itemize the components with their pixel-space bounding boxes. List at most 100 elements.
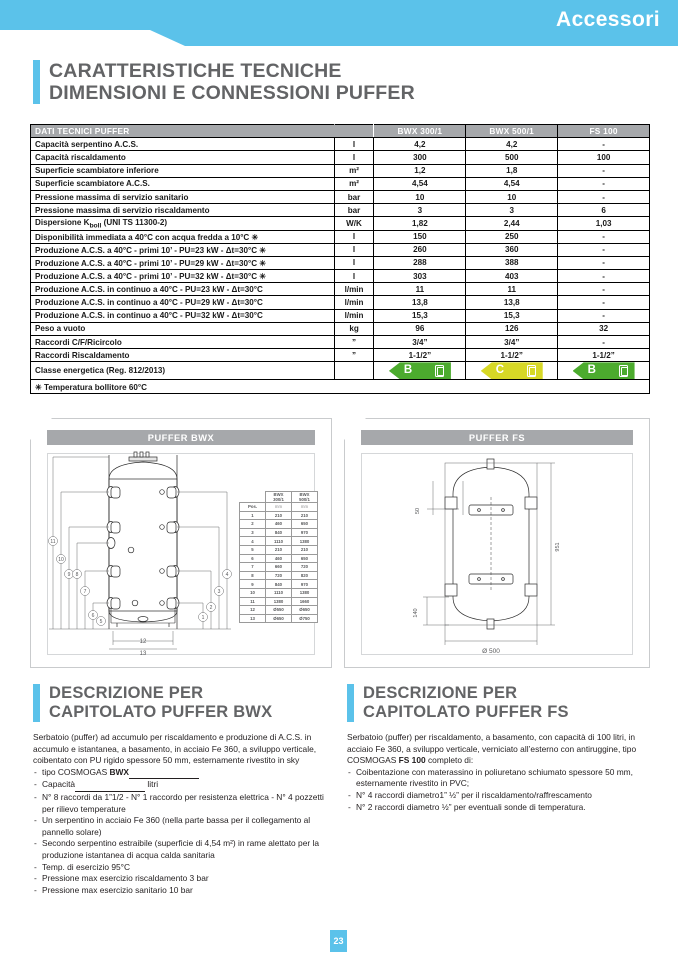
row-value-bwx500: 15,3 — [465, 308, 559, 323]
row-value-bwx300: 15,3 — [373, 308, 467, 323]
row-value-fs100: - — [557, 334, 650, 350]
list-item: N° 2 raccordi diametro ½” per eventuali … — [347, 802, 647, 814]
desc-fs-title-line-2: CAPITOLATO PUFFER FS — [363, 703, 569, 721]
mini-val-500: Ø650 — [291, 605, 318, 615]
row-value-bwx300: 300 — [373, 150, 467, 165]
mini-row: 6 460 650 — [239, 553, 318, 564]
row-value-bwx300: 1-1/2” — [373, 348, 467, 363]
svg-text:3: 3 — [218, 589, 221, 595]
spec-table: DATI TECNICI PUFFER BWX 300/1 BWX 500/1 … — [30, 123, 650, 395]
mini-pos: 3 — [239, 527, 266, 538]
energy-cell-bwx300: B — [373, 361, 467, 381]
row-value-bwx500: 3/4” — [465, 334, 559, 350]
list-item-strong: BWX — [109, 766, 130, 777]
diagram-frame-fs — [361, 453, 633, 655]
row-value-bwx300: 4,2 — [373, 137, 467, 152]
row-unit: l — [333, 242, 375, 257]
table-row: Capacità serpentino A.C.S. l 4,2 4,2- — [30, 137, 650, 152]
description-fs-body: Serbatoio (puffer) per riscaldamento, a … — [347, 732, 647, 813]
list-item: N° 8 raccordi da 1”1/2 - N° 1 raccordo p… — [33, 792, 333, 815]
row-label: Superficie scambiatore A.C.S. — [30, 176, 335, 191]
row-label: Produzione A.C.S. in continuo a 40°C - P… — [30, 295, 335, 310]
row-value-fs100: - — [557, 189, 650, 205]
list-item: Pressione max esercizio sanitario 10 bar — [33, 885, 333, 897]
fs-tank-drawing: 50 951 140 Ø 500 — [413, 458, 561, 655]
row-value-bwx300: 150 — [373, 229, 467, 244]
mini-val-500: 970 — [291, 527, 318, 538]
row-unit: l — [333, 255, 375, 271]
row-unit: ” — [333, 348, 375, 363]
mini-row: 2 460 650 — [239, 519, 318, 529]
mini-row: 4 1110 1380 — [239, 536, 318, 546]
mini-pos: 2 — [239, 519, 266, 529]
mini-pos: 7 — [239, 562, 266, 572]
row-value-fs100: - — [557, 282, 650, 297]
row-unit: m² — [333, 163, 375, 178]
row-value-bwx500: 388 — [465, 255, 559, 271]
desc-accent-bar-left — [33, 684, 40, 722]
dim-label-12: 12 — [140, 639, 147, 645]
row-value-fs100: - — [557, 137, 650, 152]
mini-pos: 4 — [239, 536, 266, 546]
description-fs: DESCRIZIONE PER CAPITOLATO PUFFER FS Ser… — [347, 684, 647, 813]
row-value-bwx300: 4,54 — [373, 176, 467, 191]
list-item-text: Capacità — [42, 779, 76, 790]
row-unit: l/min — [333, 282, 375, 297]
row-value-bwx300: 11 — [373, 282, 467, 297]
mini-val-300: 1380 — [265, 596, 292, 607]
energy-row-unit — [333, 361, 375, 381]
water-heater-icon — [526, 364, 536, 377]
row-unit: bar — [333, 203, 375, 218]
table-row: Disponibilità immediata a 40°C con acqua… — [30, 229, 650, 244]
diagram-title-bwx: PUFFER BWX — [47, 430, 315, 445]
list-item: Capacità litri — [33, 779, 333, 792]
row-value-bwx300: 3 — [373, 203, 467, 218]
dim-label-13: 13 — [140, 651, 147, 657]
svg-text:1: 1 — [202, 615, 205, 621]
desc-fs-model: FS 100 — [398, 755, 426, 766]
row-value-bwx300: 1,2 — [373, 163, 467, 178]
mini-row: 11 1380 1660 — [239, 596, 318, 607]
col-header-bwx500: BWX 500/1 — [465, 123, 559, 139]
mini-unit-2: mm — [291, 502, 318, 512]
svg-text:4: 4 — [226, 572, 229, 578]
row-label: Produzione A.C.S. a 40°C - primi 10’ - P… — [30, 255, 335, 271]
col-header-bwx300: BWX 300/1 — [373, 123, 467, 139]
bwx-tank-drawing: 11 10 9 8 7 6 5 4 3 2 1 12 13 — [48, 451, 232, 657]
row-value-bwx300: 96 — [373, 321, 467, 337]
spec-table-header: DATI TECNICI PUFFER BWX 300/1 BWX 500/1 … — [30, 123, 650, 139]
row-unit: m² — [333, 176, 375, 191]
row-value-bwx500: 3 — [465, 203, 559, 218]
row-label: Dispersione Kboll (UNI TS 11300-2) — [30, 216, 335, 231]
fs-dim-951: 951 — [555, 542, 561, 551]
svg-text:10: 10 — [58, 557, 64, 563]
mini-val-500: 650 — [291, 519, 318, 529]
row-value-bwx500: 360 — [465, 242, 559, 257]
fill-in-rule — [129, 767, 200, 780]
energy-badge: B — [572, 362, 635, 380]
svg-text:7: 7 — [84, 589, 87, 595]
page-title-line-2: DIMENSIONI E CONNESSIONI PUFFER — [49, 82, 415, 104]
mini-pos: 8 — [239, 570, 266, 581]
table-row: Produzione A.C.S. in continuo a 40°C - P… — [30, 308, 650, 323]
table-footnote-row: ✳ Temperatura bollitore 60°C — [30, 379, 650, 395]
table-row: Produzione A.C.S. a 40°C - primi 10’ - P… — [30, 269, 650, 284]
row-value-fs100: - — [557, 229, 650, 244]
col-header-label: DATI TECNICI PUFFER — [30, 123, 335, 139]
row-value-bwx500: 13,8 — [465, 295, 559, 310]
row-value-bwx300: 1,82 — [373, 216, 467, 231]
row-unit: l/min — [333, 308, 375, 323]
row-value-bwx300: 13,8 — [373, 295, 467, 310]
row-unit: l/min — [333, 295, 375, 310]
fill-in-rule — [75, 779, 146, 792]
mini-col-bwx500: BWX 500/1 — [291, 491, 318, 503]
row-value-bwx500: 500 — [465, 150, 559, 165]
row-label: Raccordi C/F/Ricircolo — [30, 334, 335, 350]
list-item: tipo COSMOGAS BWX — [33, 767, 333, 780]
mini-val-300: 720 — [265, 570, 292, 581]
water-heater-icon — [618, 364, 628, 377]
mini-val-300: 210 — [265, 510, 292, 521]
mini-val-300: 1110 — [265, 536, 292, 546]
description-bwx-body: Serbatoio (puffer) ad accumulo per risca… — [33, 732, 333, 896]
list-item-text: tipo COSMOGAS — [42, 766, 110, 777]
